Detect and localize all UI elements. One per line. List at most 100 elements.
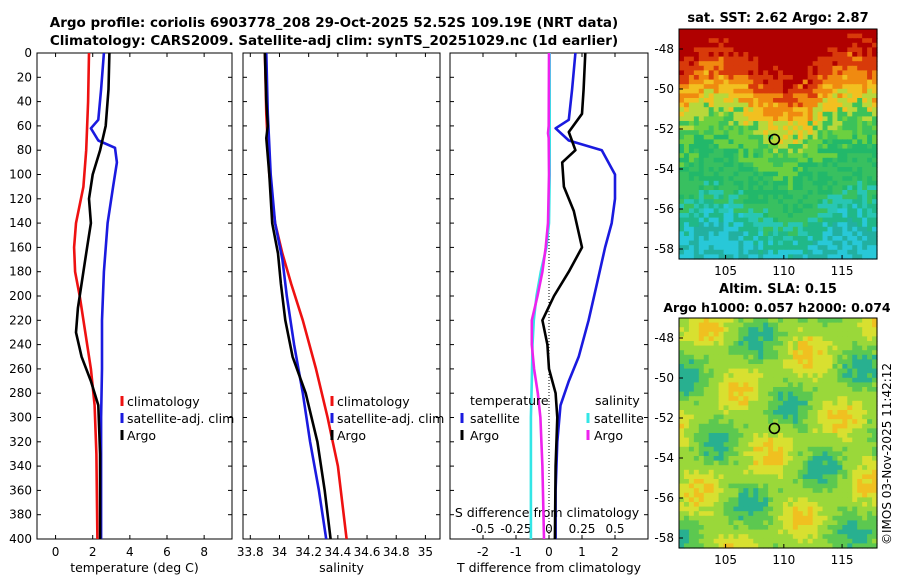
map-cell: [787, 125, 794, 131]
map-cell: [867, 460, 873, 466]
map-cell: [679, 474, 685, 480]
map-cell: [807, 419, 814, 425]
map-cell: [802, 442, 809, 448]
map-cell: [758, 33, 764, 39]
map-cell: [827, 116, 834, 122]
map-cell: [693, 405, 700, 411]
map-cell: [679, 134, 685, 140]
map-cell: [768, 208, 774, 214]
map-cell: [802, 396, 809, 402]
map-cell: [822, 180, 829, 186]
map-cell: [782, 47, 789, 53]
map-cell: [679, 327, 685, 333]
map-cell: [768, 203, 774, 209]
map-cell: [797, 171, 804, 177]
map-cell: [822, 121, 829, 127]
map-cell: [867, 38, 873, 44]
map-cell: [857, 331, 863, 337]
map-cell: [827, 506, 834, 512]
map-cell: [738, 75, 744, 81]
map-cell: [683, 350, 690, 356]
map-cell: [758, 185, 764, 191]
map-cell: [738, 497, 744, 503]
map-cell: [797, 502, 804, 508]
map-cell: [807, 396, 814, 402]
map-cell: [753, 345, 759, 351]
map-cell: [743, 236, 749, 242]
map-cell: [768, 451, 774, 457]
map-cell: [679, 497, 685, 503]
map-cell: [847, 180, 853, 186]
map-cell: [693, 213, 700, 219]
map-cell: [763, 171, 769, 177]
map-cell: [753, 534, 759, 540]
map-cell: [698, 419, 705, 425]
map-cell: [733, 194, 739, 200]
map-cell: [852, 153, 858, 159]
map-cell: [797, 538, 804, 544]
map-cell: [753, 474, 759, 480]
map-cell: [713, 414, 720, 420]
map-cell: [847, 451, 853, 457]
map-cell: [693, 529, 700, 535]
map-cell: [822, 387, 829, 393]
map-cell: [787, 180, 794, 186]
map-cell: [872, 520, 878, 526]
map-cell: [758, 368, 764, 374]
map-cell: [733, 176, 739, 182]
map-cell: [708, 354, 715, 360]
map-cell: [778, 437, 784, 443]
map-cell: [713, 254, 720, 260]
map-cell: [763, 153, 769, 159]
map-cell: [713, 479, 720, 485]
map-cell: [852, 217, 858, 223]
map-cell: [758, 364, 764, 370]
map-frame: [678, 28, 878, 260]
map-cell: [867, 488, 873, 494]
legend-title-salinity: salinity: [595, 393, 640, 408]
map-cell: [832, 428, 838, 434]
map-cell: [862, 506, 868, 512]
map-cell: [857, 396, 863, 402]
map-cell: [728, 506, 735, 512]
map-cell: [743, 93, 749, 99]
map-cell: [782, 391, 789, 397]
map-cell: [713, 345, 720, 351]
map-cell: [782, 162, 789, 168]
map-cell: [693, 130, 700, 136]
map-cell: [832, 336, 838, 342]
map-cell: [852, 171, 858, 177]
map-cell: [797, 354, 804, 360]
map-cell: [728, 414, 735, 420]
s-tick-label: 0.25: [569, 522, 596, 536]
map-cell: [723, 460, 730, 466]
map-cell: [708, 382, 715, 388]
map-cell: [822, 520, 829, 526]
map-cell: [842, 525, 848, 531]
map-cell: [827, 423, 834, 429]
map-cell: [847, 153, 853, 159]
map-cell: [817, 341, 824, 347]
map-cell: [703, 368, 710, 374]
map-cell: [807, 208, 814, 214]
map-cell: [872, 405, 878, 411]
map-cell: [753, 391, 759, 397]
map-cell: [792, 199, 799, 205]
map-cell: [842, 327, 848, 333]
map-cell: [852, 327, 858, 333]
map-cell: [718, 61, 725, 67]
map-cell: [827, 185, 834, 191]
map-cell: [862, 61, 868, 67]
map-cell: [693, 176, 700, 182]
map-cell: [797, 423, 804, 429]
map-cell: [812, 70, 819, 76]
map-cell: [827, 38, 834, 44]
map-cell: [773, 254, 779, 260]
map-cell: [802, 148, 809, 154]
map-cell: [857, 465, 863, 471]
map-cell: [822, 134, 829, 140]
map-cell: [847, 70, 853, 76]
map-cell: [718, 111, 725, 117]
legend-label: Argo: [470, 428, 499, 443]
map-cell: [797, 368, 804, 374]
